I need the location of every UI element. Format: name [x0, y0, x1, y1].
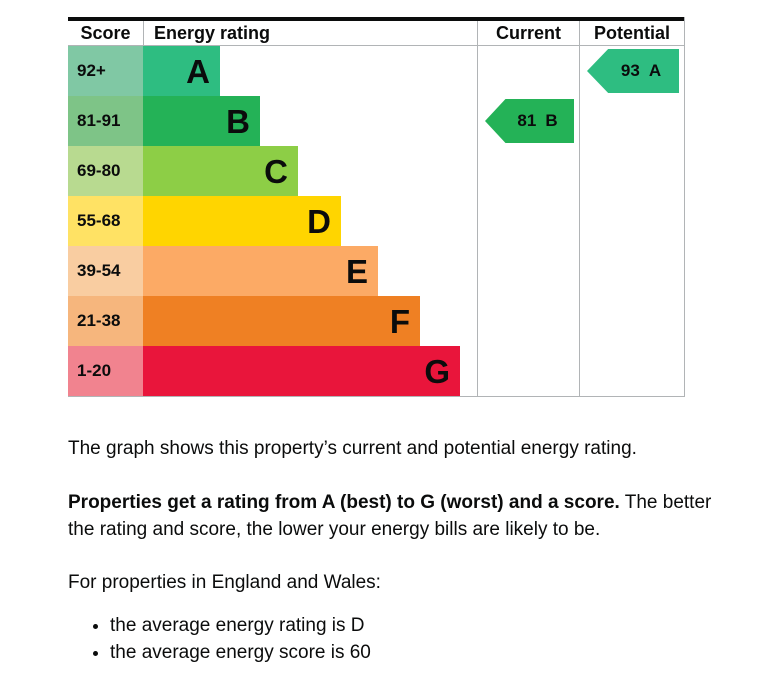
band-letter: G [424, 352, 450, 390]
chart-top-border [68, 17, 684, 21]
energy-rating-chart: Score Energy rating Current Potential 92… [68, 17, 685, 397]
current-column: 81 B [477, 46, 579, 396]
band-row-b: 81-91 B [68, 96, 477, 146]
band-score-range: 92+ [68, 46, 143, 96]
band-row-d: 55-68 D [68, 196, 477, 246]
band-bar: D [143, 196, 341, 246]
band-letter: D [307, 202, 331, 240]
band-bar: B [143, 96, 260, 146]
header-score: Score [80, 22, 131, 43]
band-score-range: 39-54 [68, 246, 143, 296]
header-current: Current [477, 21, 579, 45]
header-energy-rating: Energy rating [143, 21, 477, 45]
potential-column: 93 A [579, 46, 684, 396]
band-row-a: 92+ A [68, 46, 477, 96]
band-rows: 92+ A 81-91 B 69-80 C 55-68 D 39-54 E 21-38 F 1-20 G [68, 46, 477, 396]
band-row-g: 1-20 G [68, 346, 477, 396]
list-item: the average energy score is 60 [110, 640, 782, 666]
band-row-c: 69-80 C [68, 146, 477, 196]
header-potential: Potential [579, 21, 684, 45]
band-score-range: 81-91 [68, 96, 143, 146]
band-bar: G [143, 346, 460, 396]
current-rating-arrow: 81 B [485, 99, 574, 143]
potential-rating-arrow: 93 A [587, 49, 679, 93]
band-bar: C [143, 146, 298, 196]
averages-list: the average energy rating is D the avera… [68, 613, 782, 666]
rating-explanation-rest: The better the rating and score, the low… [68, 492, 712, 540]
band-score-range: 69-80 [68, 146, 143, 196]
current-band: B [545, 111, 558, 130]
current-score: 81 [517, 111, 537, 130]
potential-band: A [648, 61, 662, 80]
band-letter: E [345, 252, 368, 290]
band-score-range: 55-68 [68, 196, 143, 246]
list-item: the average energy rating is D [110, 613, 782, 639]
intro-paragraph: The graph shows this property’s current … [68, 438, 637, 459]
band-bar: E [143, 246, 378, 296]
band-bar: A [143, 46, 220, 96]
chart-body: 92+ A 81-91 B 69-80 C 55-68 D 39-54 E 21-38 F 1-20 G … [68, 46, 684, 396]
rating-explanation-bold: Properties get a rating from A (best) to… [68, 492, 620, 513]
band-score-range: 1-20 [68, 346, 143, 396]
regions-heading: For properties in England and Wales: [68, 572, 381, 593]
potential-score: 93 [620, 61, 640, 80]
epc-page: Score Energy rating Current Potential 92… [0, 0, 782, 666]
band-letter: C [264, 152, 288, 190]
chart-header-row: Score Energy rating Current Potential [68, 21, 684, 46]
rating-explanation-paragraph: Properties get a rating from A (best) to… [68, 489, 716, 543]
band-score-range: 21-38 [68, 296, 143, 346]
band-letter: A [186, 52, 210, 90]
band-row-f: 21-38 F [68, 296, 477, 346]
band-letter: F [389, 302, 410, 340]
band-row-e: 39-54 E [68, 246, 477, 296]
band-bar: F [143, 296, 420, 346]
band-letter: B [226, 102, 250, 140]
